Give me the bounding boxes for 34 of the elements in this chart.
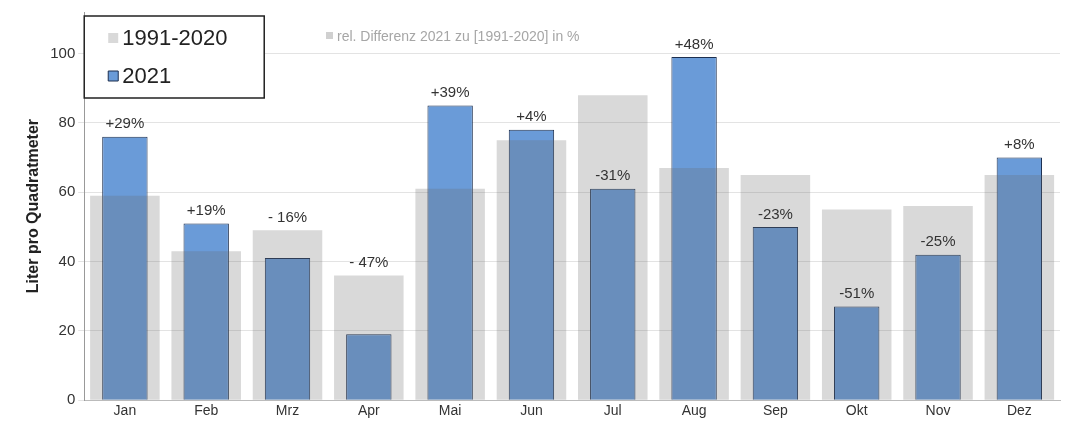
annotation: -31%: [595, 166, 631, 184]
x-tick-label: Apr: [357, 402, 381, 419]
x-tick-label: Dez: [1006, 402, 1032, 419]
annotation: +39%: [430, 83, 470, 101]
annotation: -51%: [839, 284, 875, 302]
annotation: +4%: [516, 107, 547, 125]
annotation: rel. Differenz 2021 zu [1991-2020] in %: [336, 28, 581, 45]
legend-label: 1991-2020: [122, 25, 228, 51]
y-axis-title: Liter pro Quadratmeter: [24, 118, 42, 294]
annotation: +48%: [674, 34, 714, 52]
annotation: +19%: [186, 201, 226, 219]
annotation: +8%: [1004, 135, 1035, 153]
x-tick-label: Nov: [925, 402, 951, 419]
x-tick-label: Okt: [845, 402, 868, 419]
x-tick-label: Sep: [762, 402, 789, 419]
x-tick-label: Jul: [603, 402, 622, 419]
y-tick-label: 60: [58, 182, 76, 200]
legend-label: 2021: [122, 63, 172, 89]
annotation: - 16%: [267, 208, 308, 225]
annotation: -23%: [757, 204, 793, 222]
x-tick-label: Jan: [113, 402, 137, 419]
y-tick-label: 20: [58, 321, 76, 339]
annotation: - 47%: [349, 253, 389, 271]
y-tick-label: 80: [58, 113, 76, 131]
x-tick-label: Mrz: [275, 402, 300, 419]
x-tick-label: Mai: [438, 402, 462, 419]
annotation: +29%: [105, 114, 145, 132]
x-tick-label: Feb: [194, 402, 219, 419]
annotation: -25%: [920, 232, 956, 250]
x-tick-label: Jun: [520, 402, 543, 419]
y-tick-label: 40: [58, 251, 76, 269]
x-tick-label: Aug: [681, 402, 707, 419]
y-tick-label: 0: [66, 390, 76, 408]
y-tick-label: 100: [50, 43, 76, 61]
